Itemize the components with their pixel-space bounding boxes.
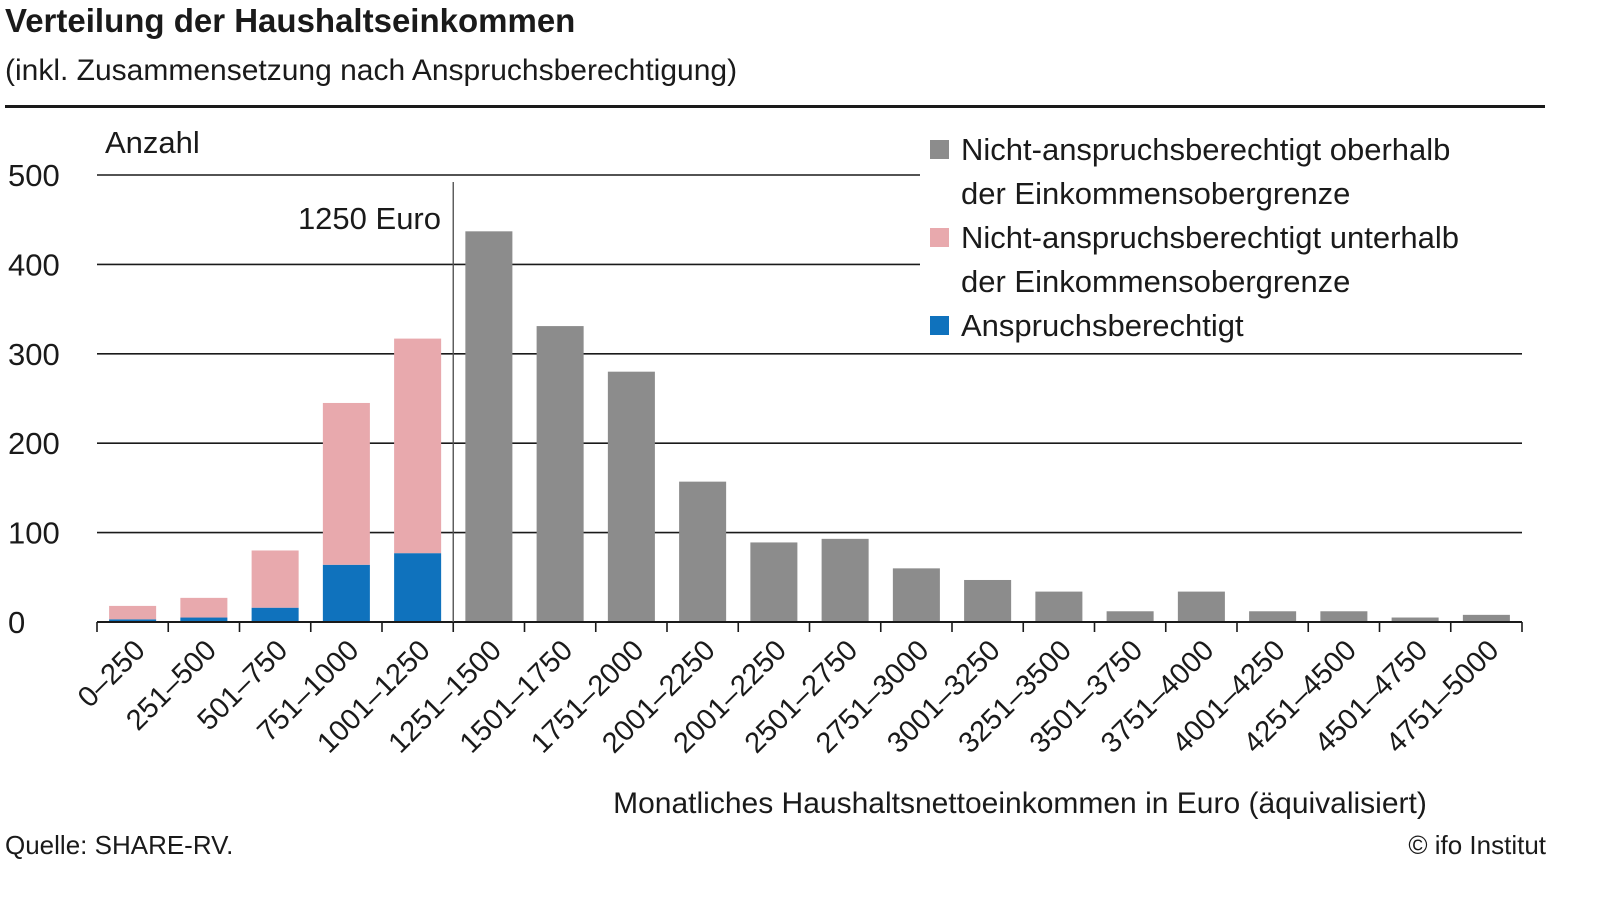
chart-legend: Nicht-anspruchsberechtigt oberhalb der E… bbox=[930, 128, 1570, 348]
legend-label-unterhalb-line1: Nicht-anspruchsberechtigt unterhalb bbox=[961, 220, 1459, 255]
legend-label-oberhalb-line2: der Einkommensobergrenze bbox=[961, 176, 1351, 211]
bar-segment bbox=[322, 564, 370, 622]
legend-swatch-pink bbox=[930, 228, 949, 247]
bar-segment bbox=[180, 617, 228, 622]
title-divider bbox=[5, 105, 1545, 108]
threshold-annotation: 1250 Euro bbox=[298, 201, 441, 236]
bar-segment bbox=[1462, 614, 1510, 622]
legend-swatch-blue bbox=[930, 316, 949, 335]
bar-segment bbox=[536, 326, 584, 622]
bar-segment bbox=[1177, 591, 1225, 622]
y-tick-label: 500 bbox=[8, 158, 60, 193]
bar-segment bbox=[821, 538, 869, 622]
y-tick-label: 400 bbox=[8, 247, 60, 282]
bar-segment bbox=[109, 605, 157, 620]
bar-segment bbox=[964, 579, 1012, 622]
bar-segment bbox=[251, 607, 299, 622]
legend-swatch-gray bbox=[930, 140, 949, 159]
legend-label-oberhalb-line1: Nicht-anspruchsberechtigt oberhalb bbox=[961, 132, 1451, 167]
chart-subtitle: (inkl. Zusammensetzung nach Anspruchsber… bbox=[5, 54, 738, 87]
bar-segment bbox=[322, 402, 370, 565]
bars-layer bbox=[109, 231, 1510, 622]
chart-title: Verteilung der Haushaltseinkommen bbox=[5, 2, 576, 39]
legend-label-anspruchsberechtigt: Anspruchsberechtigt bbox=[961, 308, 1244, 343]
bar-segment bbox=[1106, 611, 1154, 622]
legend-item-unterhalb: Nicht-anspruchsberechtigt unterhalb der … bbox=[930, 216, 1570, 304]
y-tick-label: 300 bbox=[8, 337, 60, 372]
bar-segment bbox=[251, 550, 299, 608]
legend-label-unterhalb-line2: der Einkommensobergrenze bbox=[961, 264, 1351, 299]
bar-segment bbox=[607, 371, 655, 622]
bar-segment bbox=[1391, 617, 1439, 622]
y-tick-label: 100 bbox=[8, 516, 60, 551]
x-axis-label: Monatliches Haushaltsnettoeinkommen in E… bbox=[613, 787, 1427, 820]
legend-item-oberhalb: Nicht-anspruchsberechtigt oberhalb der E… bbox=[930, 128, 1570, 216]
bar-chart: 01002003004005000–250251–500501–750751–1… bbox=[8, 125, 1523, 820]
y-tick-label: 200 bbox=[8, 426, 60, 461]
copyright-note: © ifo Institut bbox=[1408, 830, 1546, 860]
bar-segment bbox=[394, 553, 442, 622]
y-tick-label: 0 bbox=[8, 605, 25, 640]
bar-segment bbox=[465, 231, 513, 622]
bar-segment bbox=[892, 568, 940, 622]
source-note: Quelle: SHARE-RV. bbox=[5, 830, 234, 860]
bar-segment bbox=[109, 619, 157, 622]
bar-segment bbox=[394, 338, 442, 554]
bar-segment bbox=[1320, 611, 1368, 622]
bar-segment bbox=[679, 481, 727, 622]
bar-segment bbox=[180, 597, 228, 618]
bar-segment bbox=[750, 542, 798, 622]
y-axis-label: Anzahl bbox=[105, 125, 200, 160]
legend-item-anspruchsberechtigt: Anspruchsberechtigt bbox=[930, 304, 1570, 348]
bar-segment bbox=[1035, 591, 1083, 622]
bar-segment bbox=[1249, 611, 1297, 622]
